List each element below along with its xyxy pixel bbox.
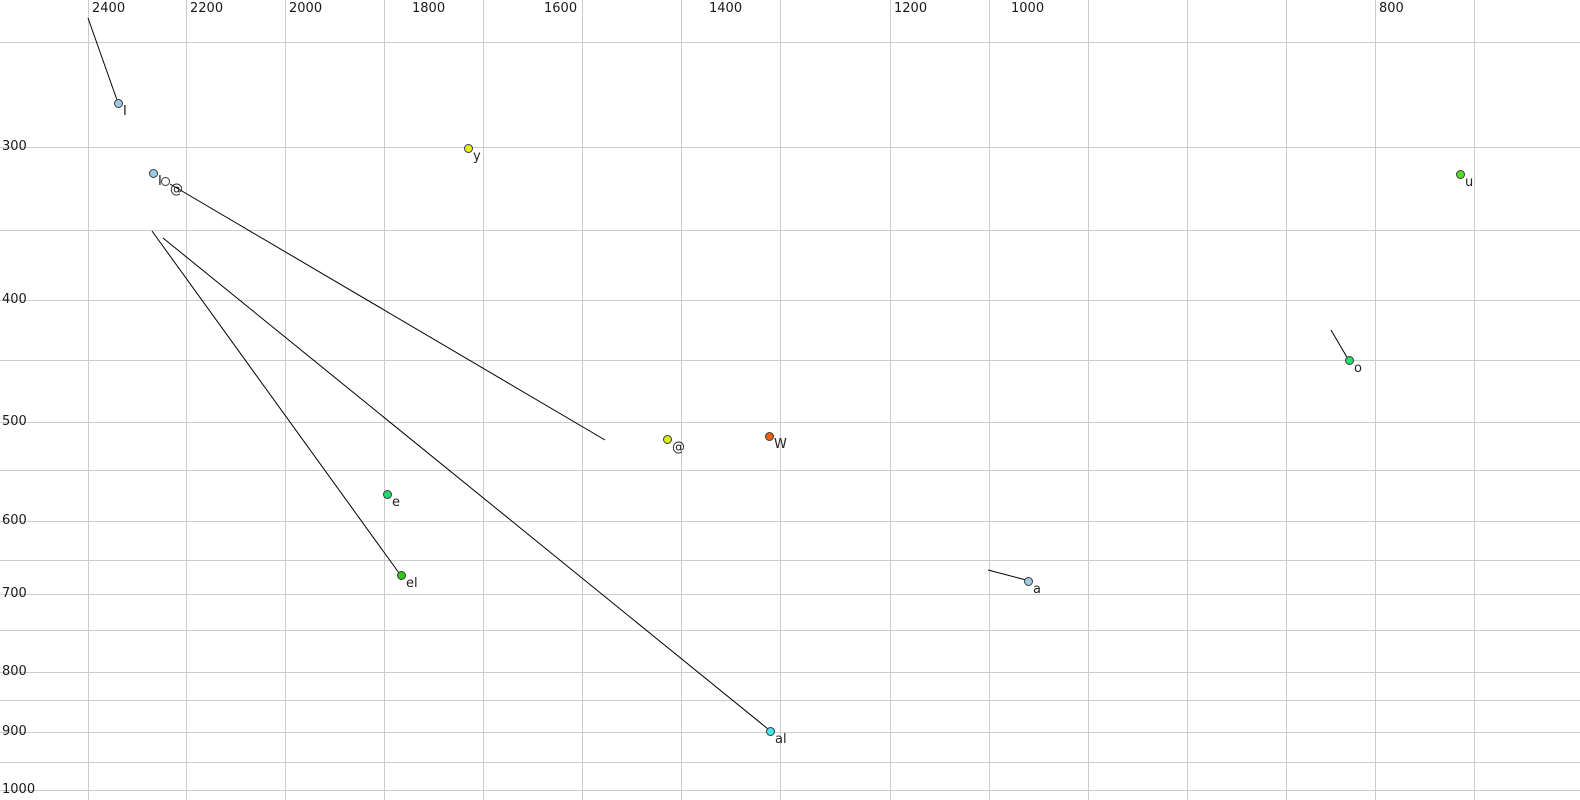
gridline-horizontal: [0, 630, 1580, 631]
gridline-horizontal: [0, 300, 1580, 301]
line-to-o: [1330, 329, 1349, 360]
y-tick-label: 500: [2, 414, 27, 429]
x-tick-label: 800: [1379, 1, 1404, 16]
gridline-vertical: [186, 0, 187, 800]
data-point-label: W: [774, 437, 787, 452]
gridline-horizontal: [0, 732, 1580, 733]
data-point-label: al: [775, 732, 787, 747]
data-point-marker[interactable]: [397, 571, 406, 580]
y-tick-label: 300: [2, 139, 27, 154]
gridline-horizontal: [0, 560, 1580, 561]
x-tick-label: 2000: [289, 1, 323, 16]
data-point-marker[interactable]: [161, 177, 170, 186]
data-point-label: I: [158, 174, 162, 189]
gridline-vertical: [1375, 0, 1376, 800]
gridline-horizontal: [0, 230, 1580, 231]
data-point-marker[interactable]: [1024, 577, 1033, 586]
x-tick-label: 2200: [190, 1, 224, 16]
line-to-I-top: [87, 17, 118, 101]
y-tick-label: 800: [2, 664, 27, 679]
y-tick-label: 900: [2, 724, 27, 739]
data-point-marker[interactable]: [1456, 170, 1465, 179]
y-tick-label: 700: [2, 586, 27, 601]
gridline-vertical: [1474, 0, 1475, 800]
y-tick-label: 1000: [2, 782, 36, 797]
data-point-label: I: [123, 104, 127, 119]
gridline-horizontal: [0, 790, 1580, 791]
data-point-marker[interactable]: [383, 490, 392, 499]
gridline-horizontal: [0, 470, 1580, 471]
x-tick-label: 1000: [1011, 1, 1045, 16]
data-point-marker[interactable]: [149, 169, 158, 178]
gridline-horizontal: [0, 521, 1580, 522]
data-point-label: o: [1354, 361, 1362, 376]
data-point-label: e: [392, 495, 400, 510]
gridline-vertical: [582, 0, 583, 800]
data-point-label: u: [1465, 175, 1474, 190]
gridline-horizontal: [0, 422, 1580, 423]
x-tick-label: 2400: [92, 1, 126, 16]
data-point-marker[interactable]: [114, 99, 123, 108]
gridline-horizontal: [0, 360, 1580, 361]
gridline-vertical: [483, 0, 484, 800]
y-tick-label: 600: [2, 513, 27, 528]
gridline-vertical: [1088, 0, 1089, 800]
data-point-label: y: [473, 149, 481, 164]
gridline-vertical: [1187, 0, 1188, 800]
gridline-horizontal: [0, 700, 1580, 701]
data-point-marker[interactable]: [1345, 356, 1354, 365]
line-to-al: [162, 237, 769, 730]
data-point-label: @: [672, 440, 685, 455]
gridline-horizontal: [0, 762, 1580, 763]
gridline-horizontal: [0, 672, 1580, 673]
gridline-vertical: [890, 0, 891, 800]
data-point-label: el: [406, 576, 418, 591]
x-tick-label: 1200: [894, 1, 928, 16]
gridline-vertical: [285, 0, 286, 800]
gridline-vertical: [989, 0, 990, 800]
data-point-marker[interactable]: [663, 435, 672, 444]
gridline-vertical: [88, 0, 89, 800]
x-tick-label: 1400: [709, 1, 743, 16]
data-point-label: a: [1033, 582, 1041, 597]
gridline-vertical: [1286, 0, 1287, 800]
y-tick-label: 400: [2, 292, 27, 307]
gridline-vertical: [780, 0, 781, 800]
gridline-vertical: [384, 0, 385, 800]
data-point-marker[interactable]: [766, 727, 775, 736]
line-from-at: [169, 183, 606, 441]
data-point-marker[interactable]: [464, 144, 473, 153]
line-to-a: [987, 569, 1027, 581]
data-point-label: @: [170, 182, 183, 197]
gridline-vertical: [681, 0, 682, 800]
gridline-horizontal: [0, 594, 1580, 595]
x-tick-label: 1600: [544, 1, 578, 16]
data-point-marker[interactable]: [765, 432, 774, 441]
gridline-horizontal: [0, 42, 1580, 43]
gridline-horizontal: [0, 147, 1580, 148]
x-tick-label: 1800: [412, 1, 446, 16]
